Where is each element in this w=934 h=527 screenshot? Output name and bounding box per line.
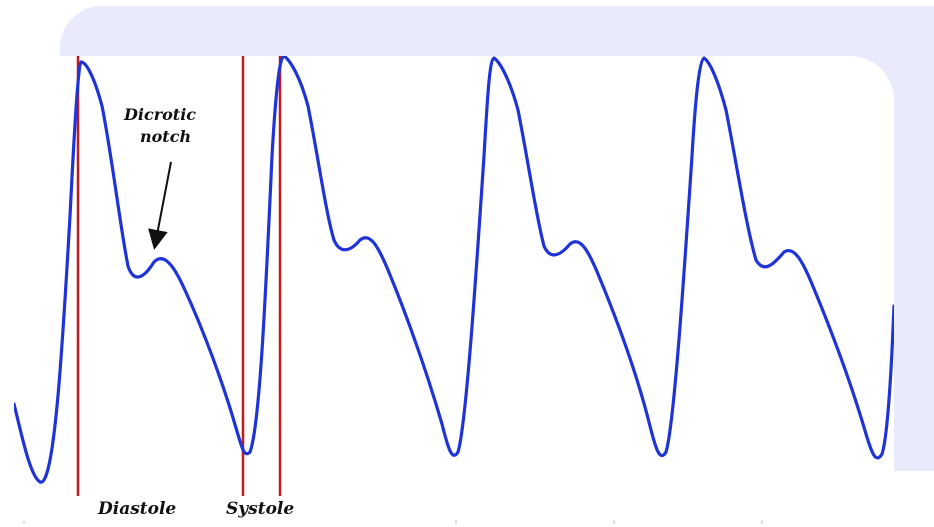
annotation-line2: notch bbox=[140, 127, 191, 146]
bottom-ticks bbox=[23, 520, 763, 524]
annotation-arrow bbox=[148, 161, 172, 250]
waveform-panel: Dicrotic notch Diastole Systole bbox=[14, 56, 894, 524]
annotation-line1: Dicrotic bbox=[123, 105, 196, 124]
systole-label: Systole bbox=[226, 499, 294, 519]
pulse-waveform bbox=[14, 56, 894, 484]
diastole-label: Diastole bbox=[97, 499, 176, 519]
waveform-svg: Dicrotic notch Diastole Systole bbox=[14, 56, 894, 524]
